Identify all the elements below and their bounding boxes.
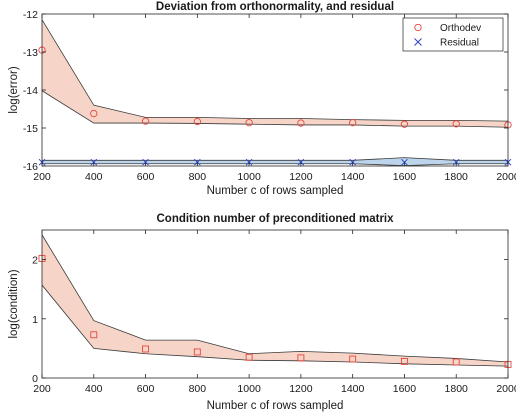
orthodev-circle-marker xyxy=(297,119,305,127)
orthodev-circle-marker xyxy=(400,120,409,128)
orthodev-legend-marker xyxy=(414,23,422,32)
y-tick-label: 2 xyxy=(32,255,38,267)
residual-upper-line xyxy=(42,157,508,161)
x-tick-label: 400 xyxy=(85,383,103,395)
y-tick-label: -14 xyxy=(23,85,38,97)
condition-square-marker xyxy=(349,355,357,363)
y-tick-label: -12 xyxy=(23,9,38,21)
x-tick-label: 800 xyxy=(189,171,207,183)
error-legend: Orthodev Residual xyxy=(402,17,504,52)
condition-square-marker xyxy=(400,357,408,365)
x-tick-label: 1000 xyxy=(237,171,261,183)
y-tick-label: -16 xyxy=(23,161,38,173)
x-tick-label: 200 xyxy=(33,383,51,395)
y-tick-label: -13 xyxy=(23,47,38,59)
error-y-axis-label: log(error) xyxy=(8,66,20,113)
x-tick-label: 1000 xyxy=(237,383,261,395)
orthodev-circle-marker xyxy=(349,119,357,127)
condition-square-marker xyxy=(297,354,305,362)
condition-y-axis-label: log(condition) xyxy=(8,269,20,338)
y-tick-label: 1 xyxy=(32,314,38,326)
orthodev-circle-marker xyxy=(90,109,98,118)
orthodev-upper-line xyxy=(41,19,509,122)
condition-chart-title: Condition number of preconditioned matri… xyxy=(156,213,394,225)
condition-chart: 200400600800100012001400160018002000012 … xyxy=(8,213,516,412)
x-tick-label: 600 xyxy=(137,383,155,395)
orthodev-lower-line xyxy=(41,90,509,128)
condition-lower-line xyxy=(41,284,509,367)
residual-legend-label: Residual xyxy=(440,38,479,49)
residual-legend-marker xyxy=(414,38,422,46)
condition-square-marker xyxy=(245,353,253,361)
error-x-axis-label: Number c of rows sampled xyxy=(207,185,344,197)
x-tick-label: 1600 xyxy=(393,383,417,395)
orthodev-confidence-band xyxy=(42,19,508,128)
condition-upper-line xyxy=(41,234,509,363)
orthodev-circle-marker xyxy=(141,117,150,125)
condition-square-marker xyxy=(90,331,98,339)
x-tick-label: 200 xyxy=(33,171,51,183)
condition-square-marker xyxy=(193,348,201,356)
condition-plot-frame xyxy=(41,229,509,379)
orthodev-circle-marker xyxy=(193,117,201,126)
orthodev-legend-label: Orthodev xyxy=(440,23,481,34)
condition-x-axis-label: Number c of rows sampled xyxy=(207,400,344,412)
condition-square-marker xyxy=(142,345,150,353)
y-tick-label: -15 xyxy=(23,123,38,135)
x-tick-label: 800 xyxy=(189,383,207,395)
x-tick-label: 1600 xyxy=(393,171,417,183)
x-tick-label: 1800 xyxy=(445,171,469,183)
x-tick-label: 600 xyxy=(137,171,155,183)
condition-square-marker xyxy=(452,358,460,366)
orthodev-circle-marker xyxy=(452,120,460,128)
x-tick-label: 1200 xyxy=(289,383,313,395)
orthodev-circle-marker xyxy=(245,119,253,127)
error-legend-box xyxy=(402,17,504,52)
error-chart-title: Deviation from orthonormality, and resid… xyxy=(156,1,394,13)
x-tick-label: 1800 xyxy=(445,383,469,395)
residual-lower-line xyxy=(42,163,508,167)
x-tick-label: 1400 xyxy=(341,383,365,395)
x-tick-label: 1400 xyxy=(341,171,365,183)
x-tick-label: 1200 xyxy=(289,171,313,183)
x-tick-label: 400 xyxy=(85,171,103,183)
y-tick-label: 0 xyxy=(32,373,38,385)
